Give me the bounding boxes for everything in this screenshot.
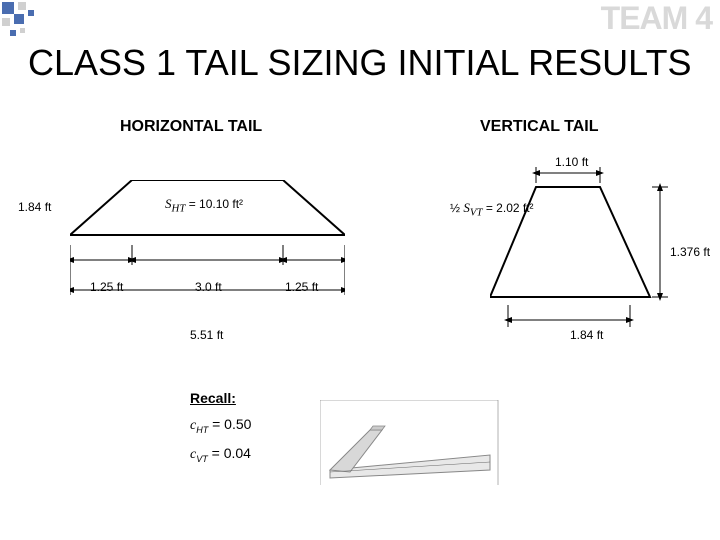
recall-cvt: cVT = 0.04 <box>190 445 251 464</box>
team-label: TEAM 4 <box>601 0 712 37</box>
ht-seg-right-dim: 1.25 ft <box>285 280 318 294</box>
horizontal-tail-heading: HORIZONTAL TAIL <box>120 118 262 136</box>
vt-area-label: ½ SVT = 2.02 ft² <box>450 200 534 219</box>
vertical-tail-heading: VERTICAL TAIL <box>480 118 599 136</box>
ht-area-label: SHT = 10.10 ft² <box>165 196 243 215</box>
ht-height-dim: 1.84 ft <box>18 200 51 214</box>
ht-total-span-dim: 5.51 ft <box>190 328 223 342</box>
vt-base-dim: 1.84 ft <box>570 328 603 342</box>
page-title: CLASS 1 TAIL SIZING INITIAL RESULTS <box>28 42 692 84</box>
vt-height-dim: 1.376 ft <box>670 245 710 259</box>
ht-seg-mid-dim: 3.0 ft <box>195 280 222 294</box>
corner-logo <box>0 0 48 48</box>
tail-3d-sketch <box>320 400 500 485</box>
recall-cht: cHT = 0.50 <box>190 416 251 435</box>
vt-top-width-dim: 1.10 ft <box>555 155 588 169</box>
recall-block: Recall: cHT = 0.50 cVT = 0.04 <box>190 390 251 464</box>
ht-seg-left-dim: 1.25 ft <box>90 280 123 294</box>
recall-heading: Recall: <box>190 390 251 406</box>
